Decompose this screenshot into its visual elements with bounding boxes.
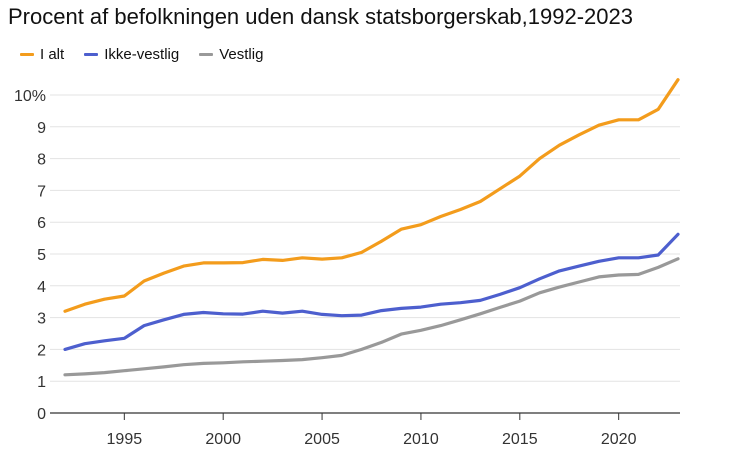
legend-label: Ikke-vestlig	[104, 46, 180, 63]
y-tick-label: 3	[37, 311, 46, 328]
gridlines	[50, 94, 680, 414]
x-tick-label: 2010	[403, 431, 439, 448]
legend-item: Ikke-vestlig	[84, 46, 179, 63]
x-tick-label: 2005	[304, 431, 340, 448]
y-tick-label: 5	[37, 247, 46, 264]
x-tick-label: 1995	[107, 431, 143, 448]
legend-item: I alt	[20, 46, 64, 63]
series-line	[63, 78, 680, 313]
x-tick-label: 2000	[205, 431, 241, 448]
y-tick-label: 0	[37, 406, 46, 423]
y-tick-label: 4	[37, 279, 46, 296]
x-tick-label: 2015	[502, 431, 538, 448]
y-tick-label: 10%	[14, 88, 46, 105]
legend-swatch	[199, 53, 214, 56]
series-line	[63, 232, 680, 351]
y-tick-label: 7	[37, 183, 46, 200]
y-tick-label: 1	[37, 374, 46, 391]
x-axis-ticks: 1995 2000 2005 2010 2015 2020	[107, 413, 637, 448]
series-line	[63, 257, 680, 377]
legend-swatch	[84, 53, 99, 56]
y-tick-label: 2	[37, 342, 46, 359]
series-lines	[63, 78, 680, 377]
legend-label: Vestlig	[219, 46, 264, 63]
y-tick-label: 8	[37, 152, 46, 169]
y-tick-label: 9	[37, 120, 46, 137]
legend: I alt Ikke-vestlig Vestlig	[20, 46, 263, 63]
y-axis-ticks: 0 1 2 3 4 5 6 7 8 9 10%	[14, 88, 46, 423]
x-tick-label: 2020	[601, 431, 637, 448]
legend-item: Vestlig	[199, 46, 263, 63]
chart-title: Procent af befolkningen uden dansk stats…	[8, 4, 633, 29]
legend-swatch	[20, 53, 34, 56]
legend-label: I alt	[40, 46, 65, 63]
y-tick-label: 6	[37, 215, 46, 232]
